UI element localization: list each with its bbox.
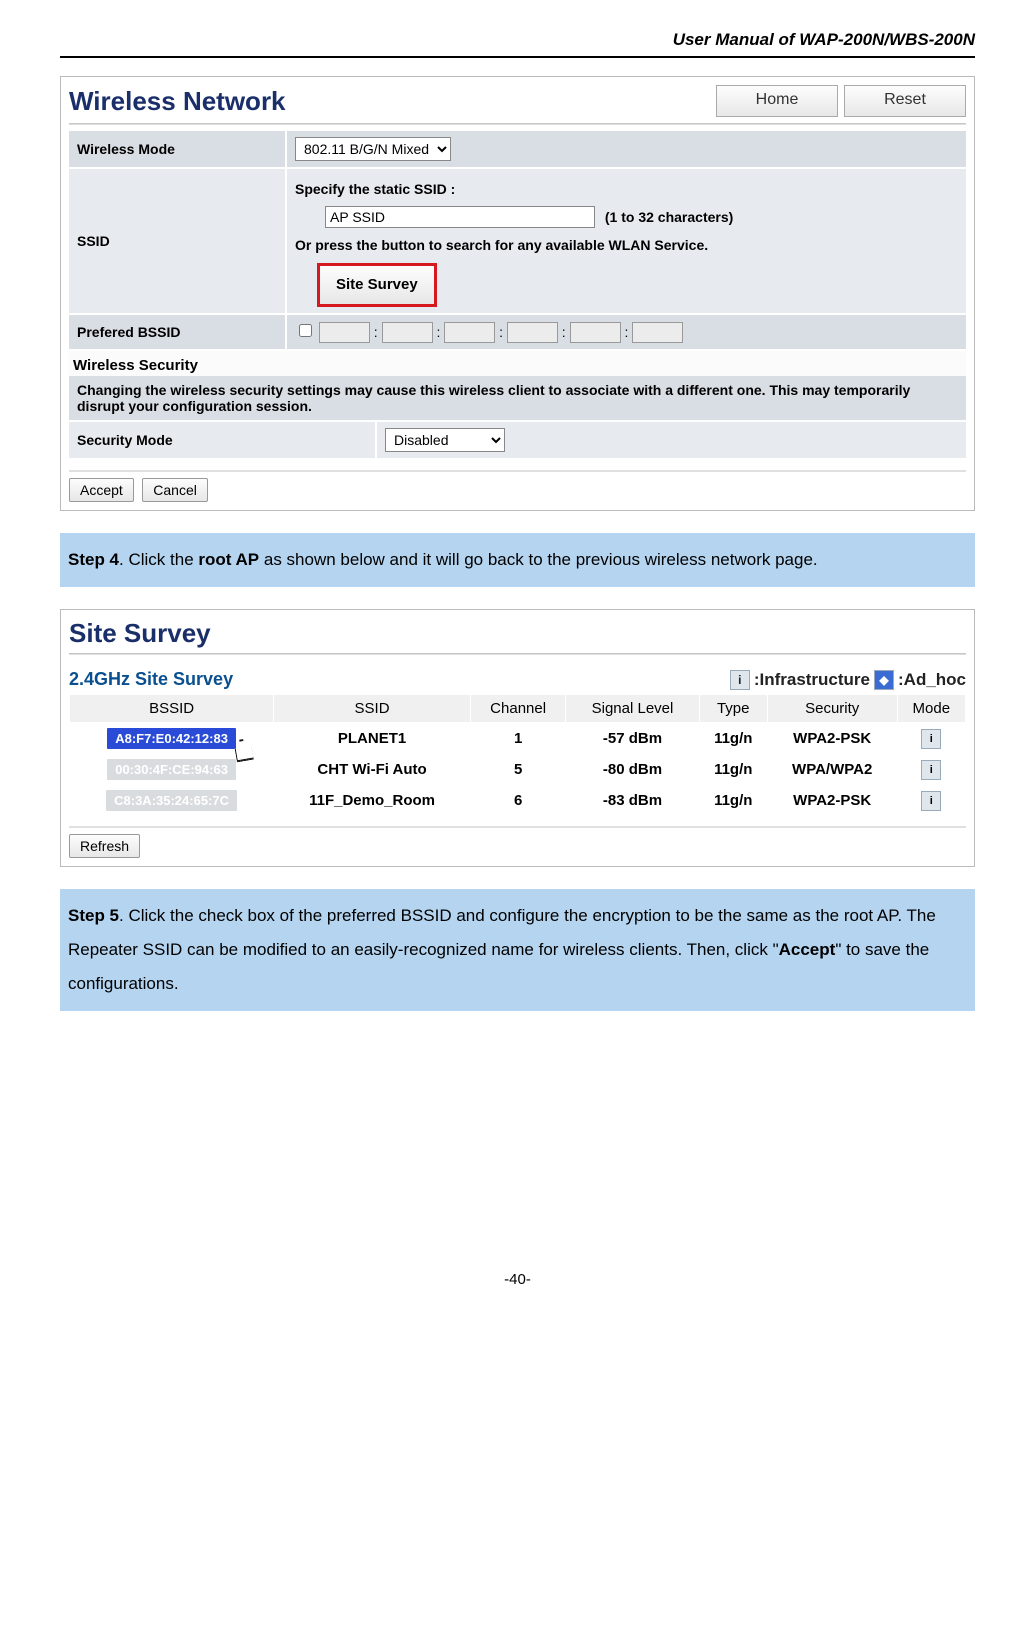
col-channel: Channel	[470, 695, 565, 723]
survey-subtitle: 2.4GHz Site Survey	[69, 669, 233, 690]
wireless-mode-select[interactable]: 802.11 B/G/N Mixed	[295, 137, 451, 161]
pref-bssid-checkbox[interactable]	[299, 324, 312, 337]
bssid-pill[interactable]: C8:3A:35:24:65:7C	[106, 790, 237, 811]
table-row[interactable]: C8:3A:35:24:65:7C11F_Demo_Room6-83 dBm11…	[70, 785, 966, 816]
survey-table: BSSID SSID Channel Signal Level Type Sec…	[69, 694, 966, 816]
step4-prefix: Step 4	[68, 550, 119, 569]
mac-field-2[interactable]	[382, 322, 433, 343]
bssid-pill[interactable]: A8:F7:E0:42:12:83	[107, 728, 236, 749]
infrastructure-icon: i	[921, 791, 941, 811]
col-bssid: BSSID	[70, 695, 274, 723]
ssid-hint: (1 to 32 characters)	[605, 209, 733, 225]
panel-title: Wireless Network	[69, 86, 286, 117]
mac-field-6[interactable]	[632, 322, 683, 343]
reset-button[interactable]: Reset	[844, 85, 966, 117]
infrastructure-icon: i	[730, 670, 750, 690]
security-mode-select[interactable]: Disabled	[385, 428, 505, 452]
col-type: Type	[699, 695, 767, 723]
page-number: -40-	[60, 1271, 975, 1288]
security-warning: Changing the wireless security settings …	[69, 376, 966, 422]
survey-legend: i:Infrastructure ◆:Ad_hoc	[730, 670, 966, 690]
ssid-line1: Specify the static SSID :	[295, 181, 455, 197]
adhoc-icon: ◆	[874, 670, 894, 690]
wireless-network-panel: Wireless Network Home Reset Wireless Mod…	[60, 76, 975, 511]
wireless-security-section: Wireless Security	[69, 351, 966, 376]
bssid-pill[interactable]: 00:30:4F:CE:94:63	[107, 759, 236, 780]
ssid-label: SSID	[69, 168, 286, 314]
table-row[interactable]: A8:F7:E0:42:12:83PLANET11-57 dBm11g/nWPA…	[70, 723, 966, 755]
survey-title: Site Survey	[69, 618, 966, 649]
cancel-button[interactable]: Cancel	[142, 478, 208, 502]
wireless-mode-label: Wireless Mode	[69, 131, 286, 168]
col-security: Security	[767, 695, 897, 723]
mac-field-5[interactable]	[570, 322, 621, 343]
refresh-button[interactable]: Refresh	[69, 834, 140, 858]
mac-field-1[interactable]	[319, 322, 370, 343]
step5-box: Step 5. Click the check box of the prefe…	[60, 889, 975, 1011]
home-button[interactable]: Home	[716, 85, 838, 117]
ssid-line2: Or press the button to search for any av…	[295, 237, 708, 253]
accept-button[interactable]: Accept	[69, 478, 134, 502]
site-survey-button[interactable]: Site Survey	[317, 263, 437, 307]
divider	[69, 123, 966, 125]
table-row[interactable]: 00:30:4F:CE:94:63CHT Wi-Fi Auto5-80 dBm1…	[70, 754, 966, 785]
col-mode: Mode	[897, 695, 965, 723]
infrastructure-icon: i	[921, 760, 941, 780]
col-ssid: SSID	[274, 695, 471, 723]
security-mode-label: Security Mode	[69, 422, 376, 459]
ssid-input[interactable]	[325, 206, 595, 228]
mac-field-3[interactable]	[444, 322, 495, 343]
pref-bssid-label: Prefered BSSID	[69, 314, 286, 350]
step4-box: Step 4. Click the root AP as shown below…	[60, 533, 975, 587]
mac-field-4[interactable]	[507, 322, 558, 343]
doc-header: User Manual of WAP-200N/WBS-200N	[60, 30, 975, 58]
divider	[69, 653, 966, 655]
infrastructure-icon: i	[921, 729, 941, 749]
site-survey-panel: Site Survey 2.4GHz Site Survey i:Infrast…	[60, 609, 975, 867]
step5-prefix: Step 5	[68, 906, 119, 925]
col-signal: Signal Level	[566, 695, 699, 723]
